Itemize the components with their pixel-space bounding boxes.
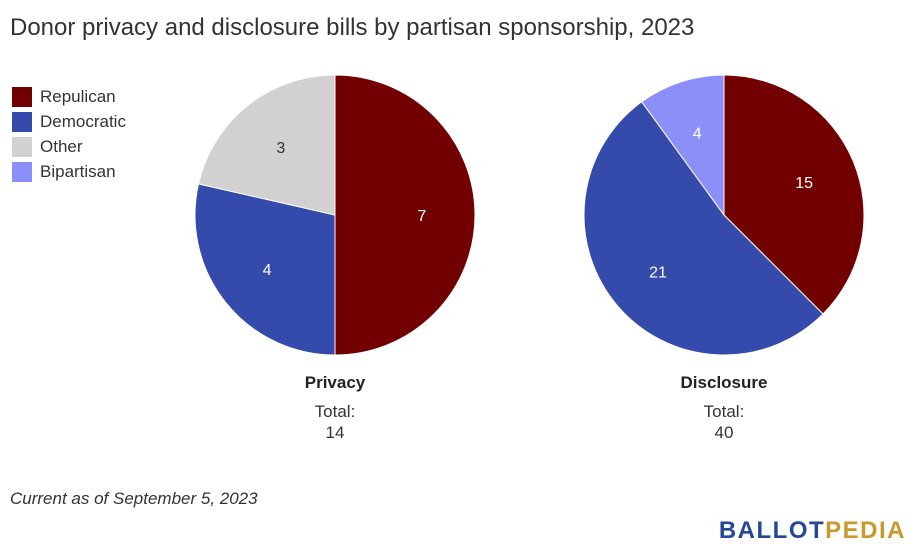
logo-part-1: BALLOT — [718, 517, 826, 544]
chart-title: Donor privacy and disclosure bills by pa… — [10, 14, 695, 41]
legend-label-republican: Repulican — [40, 86, 116, 106]
legend-swatch-bipartisan — [12, 161, 32, 182]
pie-label-privacy-democratic: 4 — [263, 262, 272, 279]
ballotpedia-logo: BALLOTPEDIA — [719, 517, 906, 545]
pie-total-label-disclosure: Total: — [703, 402, 745, 421]
legend-item-democratic: Democratic — [12, 109, 126, 134]
legend-item-other: Other — [12, 134, 126, 159]
pie-total-label-privacy: Total: — [314, 402, 356, 421]
legend-item-bipartisan: Bipartisan — [12, 159, 126, 184]
legend-swatch-democratic — [12, 111, 32, 132]
pie-slice-disclosure-democratic — [583, 101, 824, 356]
pie-slice-privacy-other — [197, 74, 336, 216]
pie-label-disclosure-democratic: 21 — [649, 264, 667, 281]
pie-slice-disclosure-repulican — [723, 74, 865, 315]
pie-label-disclosure-bipartisan: 4 — [693, 125, 702, 142]
legend-label-bipartisan: Bipartisan — [40, 161, 116, 181]
pie-total-value-privacy: 14 — [325, 423, 345, 442]
pie-slice-privacy-repulican — [334, 74, 476, 356]
pie-title-disclosure: Disclosure — [680, 373, 768, 392]
pie-title-privacy: Privacy — [304, 373, 366, 392]
legend-swatch-republican — [12, 86, 32, 107]
pie-slice-privacy-democratic — [194, 183, 336, 356]
legend-label-other: Other — [40, 136, 83, 156]
legend-label-democratic: Democratic — [40, 111, 126, 131]
pie-label-privacy-repulican: 7 — [417, 208, 426, 225]
pie-total-value-disclosure: 40 — [714, 423, 734, 442]
pie-total-privacy: Total: 14 — [235, 401, 435, 443]
footnote: Current as of September 5, 2023 — [10, 489, 258, 508]
legend: Repulican Democratic Other Bipartisan — [12, 84, 126, 184]
legend-item-republican: Repulican — [12, 84, 126, 109]
logo-part-2: PEDIA — [825, 517, 906, 544]
pie-slice-disclosure-bipartisan — [641, 74, 725, 217]
pie-label-privacy-other: 3 — [276, 140, 285, 157]
pie-label-disclosure-repulican: 15 — [795, 175, 813, 192]
legend-swatch-other — [12, 136, 32, 157]
pie-total-disclosure: Total: 40 — [624, 401, 824, 443]
